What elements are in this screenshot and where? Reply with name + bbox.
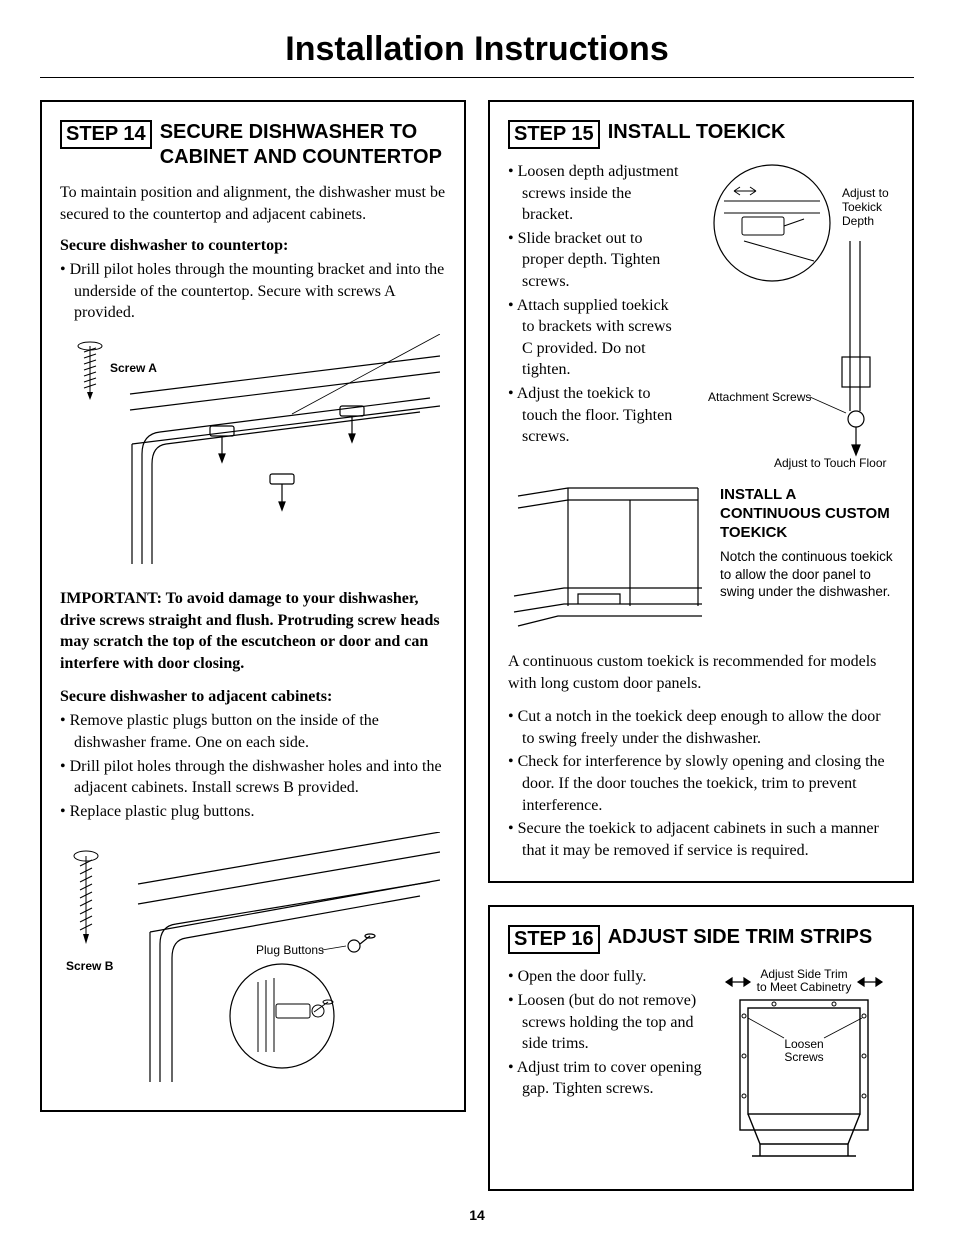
step14-sub1-list: Drill pilot holes through the mounting b… bbox=[60, 259, 446, 324]
right-column: STEP 15 INSTALL TOEKICK Loosen depth adj… bbox=[488, 100, 914, 1191]
step14-sub2-head: Secure dishwasher to adjacent cabinets: bbox=[60, 688, 446, 706]
step16-header: STEP 16 ADJUST SIDE TRIM STRIPS bbox=[508, 925, 894, 954]
step14-header: STEP 14 SECURE DISHWASHER TO CABINET AND… bbox=[60, 120, 446, 170]
step16-figure: Adjust Side Trimto Meet Cabinetry bbox=[714, 966, 894, 1171]
step15-list: Loosen depth adjustment screws inside th… bbox=[508, 161, 682, 448]
step14-important: IMPORTANT: To avoid damage to your dishw… bbox=[60, 588, 446, 674]
step16-list: Open the door fully. Loosen (but do not … bbox=[508, 966, 702, 1100]
list-item: Adjust trim to cover opening gap. Tighte… bbox=[508, 1057, 702, 1100]
list-item: Attach supplied toekick to brackets with… bbox=[508, 295, 682, 381]
page-number: 14 bbox=[40, 1207, 914, 1223]
custom-toekick-list: Cut a notch in the toekick deep enough t… bbox=[508, 706, 894, 861]
step16-title: ADJUST SIDE TRIM STRIPS bbox=[608, 925, 872, 950]
screw-b-label: Screw B bbox=[66, 959, 114, 973]
step15-number: STEP 15 bbox=[508, 120, 600, 149]
step14-number: STEP 14 bbox=[60, 120, 152, 149]
step14-intro: To maintain position and alignment, the … bbox=[60, 182, 446, 225]
step14-sub2-list: Remove plastic plugs button on the insid… bbox=[60, 710, 446, 822]
custom-toekick-caption: Notch the continuous toekick to allow th… bbox=[720, 548, 894, 601]
custom-toekick-intro: A continuous custom toekick is recommend… bbox=[508, 651, 894, 694]
list-item: Check for interference by slowly opening… bbox=[508, 751, 894, 816]
step15-title: INSTALL TOEKICK bbox=[608, 120, 786, 145]
step15-panel: STEP 15 INSTALL TOEKICK Loosen depth adj… bbox=[488, 100, 914, 883]
step15-figure2 bbox=[508, 486, 708, 641]
list-item: Slide bracket out to proper depth. Tight… bbox=[508, 228, 682, 293]
list-item: Loosen depth adjustment screws inside th… bbox=[508, 161, 682, 226]
screw-a-label: Screw A bbox=[110, 361, 157, 375]
custom-toekick-head: INSTALL A CONTINUOUS CUSTOM TOEKICK bbox=[720, 486, 894, 542]
list-item: Drill pilot holes through the dishwasher… bbox=[60, 756, 446, 799]
step14-figure1: Screw A bbox=[60, 334, 446, 574]
page-title: Installation Instructions bbox=[40, 30, 914, 78]
adjust-floor-label: Adjust to Touch Floor bbox=[774, 456, 887, 470]
screw-a-icon bbox=[78, 342, 102, 400]
step15-header: STEP 15 INSTALL TOEKICK bbox=[508, 120, 894, 149]
screw-b-icon bbox=[74, 851, 98, 944]
step14-panel: STEP 14 SECURE DISHWASHER TO CABINET AND… bbox=[40, 100, 466, 1112]
adjust-trim-label: Adjust Side Trimto Meet Cabinetry bbox=[757, 967, 852, 994]
step16-number: STEP 16 bbox=[508, 925, 600, 954]
left-column: STEP 14 SECURE DISHWASHER TO CABINET AND… bbox=[40, 100, 466, 1191]
step15-figure1: Adjust toToekickDepth Attachment Screws … bbox=[694, 161, 894, 476]
list-item: Cut a notch in the toekick deep enough t… bbox=[508, 706, 894, 749]
list-item: Adjust the toekick to touch the floor. T… bbox=[508, 383, 682, 448]
attachment-screws-label: Attachment Screws bbox=[708, 390, 811, 404]
list-item: Open the door fully. bbox=[508, 966, 702, 988]
step16-panel: STEP 16 ADJUST SIDE TRIM STRIPS Open the… bbox=[488, 905, 914, 1191]
content-columns: STEP 14 SECURE DISHWASHER TO CABINET AND… bbox=[40, 100, 914, 1191]
list-item: Remove plastic plugs button on the insid… bbox=[60, 710, 446, 753]
list-item: Loosen (but do not remove) screws holdin… bbox=[508, 990, 702, 1055]
step14-sub1-head: Secure dishwasher to countertop: bbox=[60, 237, 446, 255]
step14-figure2: Screw B bbox=[60, 832, 446, 1092]
plug-buttons-label: Plug Buttons bbox=[256, 943, 324, 957]
list-item: Secure the toekick to adjacent cabinets … bbox=[508, 818, 894, 861]
adjust-depth-label: Adjust toToekickDepth bbox=[842, 186, 889, 228]
step14-title: SECURE DISHWASHER TO CABINET AND COUNTER… bbox=[160, 120, 446, 170]
loosen-screws-label: LoosenScrews bbox=[784, 1037, 823, 1064]
list-item: Replace plastic plug buttons. bbox=[60, 801, 446, 823]
list-item: Drill pilot holes through the mounting b… bbox=[60, 259, 446, 324]
